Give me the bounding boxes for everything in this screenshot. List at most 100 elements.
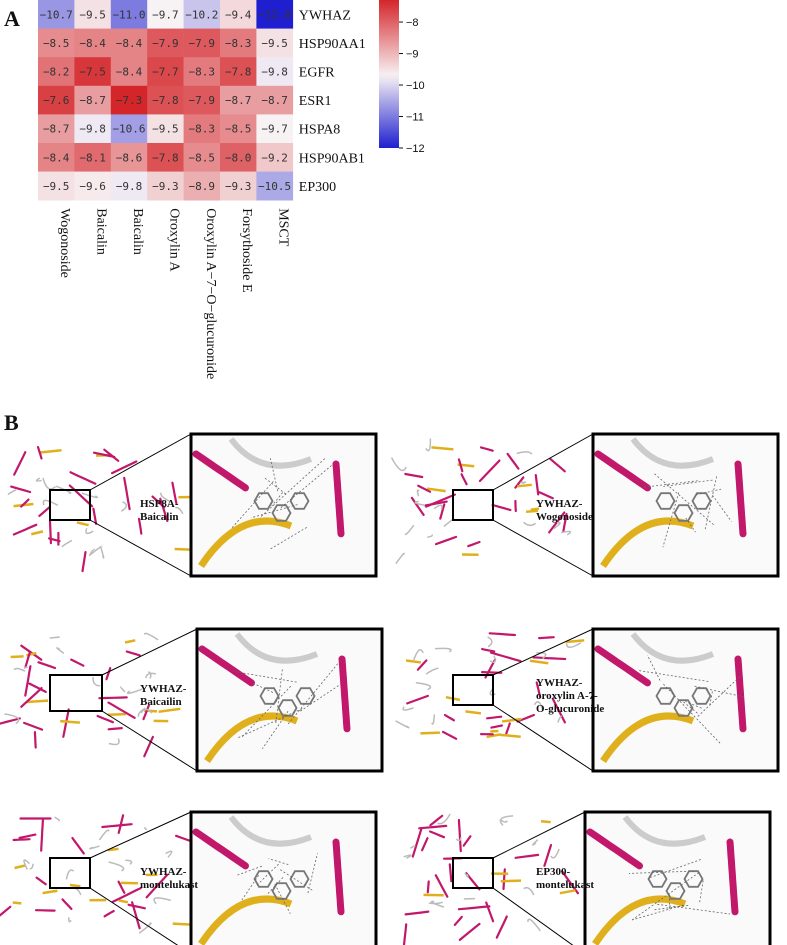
strand-shape bbox=[486, 733, 501, 739]
coil-shape bbox=[402, 706, 414, 711]
colorbar-tick-label: −9 bbox=[406, 49, 419, 61]
helix-shape bbox=[418, 824, 448, 830]
coil-shape bbox=[433, 504, 443, 510]
interaction-line bbox=[256, 863, 279, 886]
row-label: EP300 bbox=[299, 180, 336, 195]
heatmap-cell bbox=[183, 143, 221, 172]
heatmap-cell-value: −8.4 bbox=[116, 37, 143, 50]
zoom-box bbox=[189, 432, 378, 578]
helix-shape bbox=[48, 537, 61, 543]
strand-shape bbox=[14, 864, 26, 870]
helix-shape bbox=[37, 661, 57, 670]
zoom-connector bbox=[492, 519, 594, 577]
coil-shape bbox=[61, 539, 73, 548]
interaction-line bbox=[641, 480, 698, 488]
heatmap-cell-value: −7.9 bbox=[189, 37, 216, 50]
helix-shape bbox=[332, 838, 345, 916]
strand-shape bbox=[39, 448, 62, 454]
interaction-line bbox=[694, 685, 744, 698]
row-label: HSP90AA1 bbox=[299, 37, 366, 52]
column-label: Oroxylin A−7−O−glucuronide bbox=[203, 208, 218, 379]
helix-shape bbox=[192, 450, 249, 492]
coil-shape bbox=[228, 437, 313, 469]
helix-shape bbox=[410, 496, 425, 516]
zoom-box bbox=[195, 627, 384, 773]
heatmap-cell bbox=[38, 114, 75, 144]
coil-shape bbox=[140, 708, 153, 714]
coil-shape bbox=[428, 901, 443, 905]
heatmap-cell bbox=[74, 171, 112, 201]
heatmap-cell-value: −8.5 bbox=[43, 37, 70, 50]
column-label: MSCT bbox=[276, 208, 291, 247]
heatmap-cell bbox=[74, 0, 112, 29]
interaction-line bbox=[662, 492, 680, 548]
helix-shape bbox=[495, 915, 508, 939]
helix-shape bbox=[465, 872, 481, 891]
interaction-line bbox=[709, 691, 713, 707]
row-label: YWHAZ bbox=[299, 8, 351, 23]
helix-shape bbox=[28, 682, 47, 693]
helix-shape bbox=[443, 713, 455, 722]
coil-shape bbox=[75, 888, 82, 896]
helix-shape bbox=[734, 655, 747, 733]
zoom-box bbox=[189, 810, 378, 945]
strand-shape bbox=[198, 895, 293, 945]
heatmap-cell bbox=[110, 114, 148, 144]
helix-shape bbox=[0, 905, 12, 917]
helix-shape bbox=[62, 708, 70, 738]
heatmap-cell bbox=[38, 85, 75, 115]
selection-box bbox=[452, 857, 494, 889]
coil-shape bbox=[42, 477, 57, 490]
panel-a-label: A bbox=[4, 6, 20, 31]
coil-shape bbox=[561, 530, 572, 536]
heatmap-cell-value: −8.1 bbox=[79, 151, 106, 164]
strand-shape bbox=[501, 717, 522, 723]
coil-shape bbox=[553, 521, 561, 530]
coil-shape bbox=[144, 672, 157, 679]
heatmap-cell bbox=[110, 171, 148, 201]
helix-shape bbox=[460, 473, 468, 486]
interaction-line bbox=[649, 859, 702, 878]
helix-shape bbox=[434, 874, 449, 898]
selection-box bbox=[452, 489, 494, 521]
complex-label: YWHAZ-oroxylin A-7-O-glucuronide bbox=[536, 677, 604, 715]
complex-label: HSP8A-Baicalin bbox=[140, 498, 179, 523]
zoom-box bbox=[591, 627, 780, 773]
helix-shape bbox=[33, 731, 37, 749]
coil-shape bbox=[120, 686, 126, 693]
heatmap-cell bbox=[110, 85, 148, 115]
heatmap-cell bbox=[38, 0, 75, 29]
heatmap-cell bbox=[74, 57, 112, 87]
heatmap-cell bbox=[147, 143, 184, 172]
coil-shape bbox=[390, 457, 407, 472]
heatmap-cell-value: −7.8 bbox=[152, 94, 179, 107]
complex-panel: YWHAZ-montelukast bbox=[0, 810, 378, 945]
helix-shape bbox=[103, 909, 115, 918]
helix-shape bbox=[594, 645, 651, 687]
interaction-line bbox=[280, 465, 332, 508]
heatmap-cell-value: −7.8 bbox=[152, 151, 179, 164]
interaction-line bbox=[264, 477, 286, 495]
coil-shape bbox=[234, 632, 319, 664]
helix-shape bbox=[453, 915, 463, 926]
heatmap-cell-value: −7.3 bbox=[116, 94, 143, 107]
heatmap-cell-value: −8.2 bbox=[43, 66, 70, 79]
heatmap-cell bbox=[38, 171, 75, 201]
helix-shape bbox=[38, 506, 51, 517]
heatmap-cell bbox=[220, 85, 257, 115]
row-label: EGFR bbox=[299, 66, 335, 81]
heatmap-cell bbox=[147, 0, 184, 29]
helix-shape bbox=[0, 717, 21, 725]
coil-shape bbox=[550, 848, 560, 859]
interaction-line bbox=[241, 875, 259, 901]
strand-shape bbox=[204, 712, 299, 763]
heatmap-cell-value: −9.5 bbox=[152, 123, 179, 136]
strand-shape bbox=[420, 731, 440, 735]
heatmap-cell-value: −7.8 bbox=[225, 66, 252, 79]
coil-shape bbox=[137, 707, 146, 718]
interaction-line bbox=[275, 667, 283, 724]
helix-shape bbox=[457, 905, 491, 911]
helix-shape bbox=[516, 713, 535, 723]
heatmap-cell-value: −9.8 bbox=[116, 180, 143, 193]
heatmap-cell bbox=[256, 85, 294, 115]
